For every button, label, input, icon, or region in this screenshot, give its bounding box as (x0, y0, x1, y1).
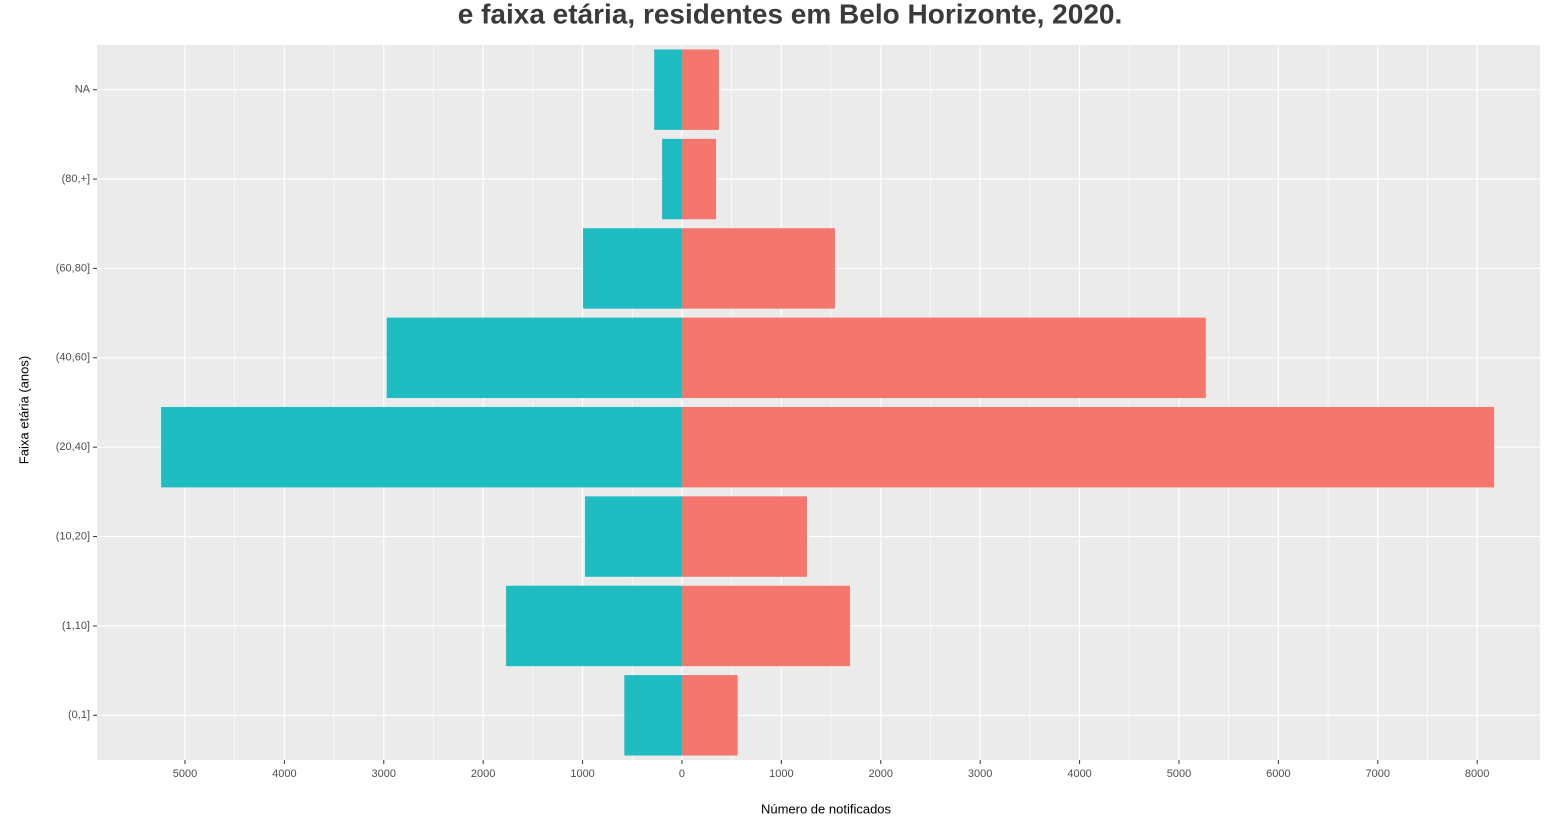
y-tick-label: (80,+] (62, 173, 90, 185)
x-tick-label: 7000 (1366, 768, 1390, 780)
y-tick-label: (40,60] (56, 352, 90, 364)
y-tick-label: (60,80] (56, 262, 90, 274)
x-tick-label: 4000 (1067, 768, 1091, 780)
bar (583, 228, 682, 309)
y-tick-label: (20,40] (56, 441, 90, 453)
bar (681, 675, 738, 756)
chart-title: e faixa etária, residentes em Belo Horiz… (458, 0, 1123, 29)
bar (654, 49, 682, 130)
bar (681, 496, 808, 577)
y-tick-label: (0,1] (68, 709, 90, 721)
y-tick-label: (1,10] (62, 620, 90, 632)
x-tick-label: 3000 (372, 768, 396, 780)
x-axis-title: Número de notificados (761, 801, 892, 816)
bar (386, 317, 682, 399)
x-tick-label: 6000 (1266, 768, 1290, 780)
x-tick-label: 3000 (968, 768, 992, 780)
bar (662, 138, 682, 220)
bar (681, 49, 719, 130)
x-tick-label: 4000 (272, 768, 296, 780)
bar (681, 406, 1495, 488)
y-tick-label: NA (75, 84, 91, 96)
bar (506, 585, 682, 667)
bar (681, 228, 836, 309)
bar (681, 585, 850, 667)
y-axis-title: Faixa etária (anos) (16, 356, 31, 464)
y-tick-label: (10,20] (56, 530, 90, 542)
x-tick-label: 5000 (173, 768, 197, 780)
bar (624, 675, 682, 756)
x-tick-label: 1000 (570, 768, 594, 780)
x-tick-label: 8000 (1465, 768, 1489, 780)
x-tick-label: 2000 (869, 768, 893, 780)
bar (681, 317, 1206, 399)
bar (585, 496, 682, 577)
bar (161, 406, 682, 488)
x-tick-label: 2000 (471, 768, 495, 780)
x-tick-label: 5000 (1167, 768, 1191, 780)
x-tick-label: 1000 (769, 768, 793, 780)
x-tick-label: 0 (679, 768, 685, 780)
bar (681, 138, 716, 220)
